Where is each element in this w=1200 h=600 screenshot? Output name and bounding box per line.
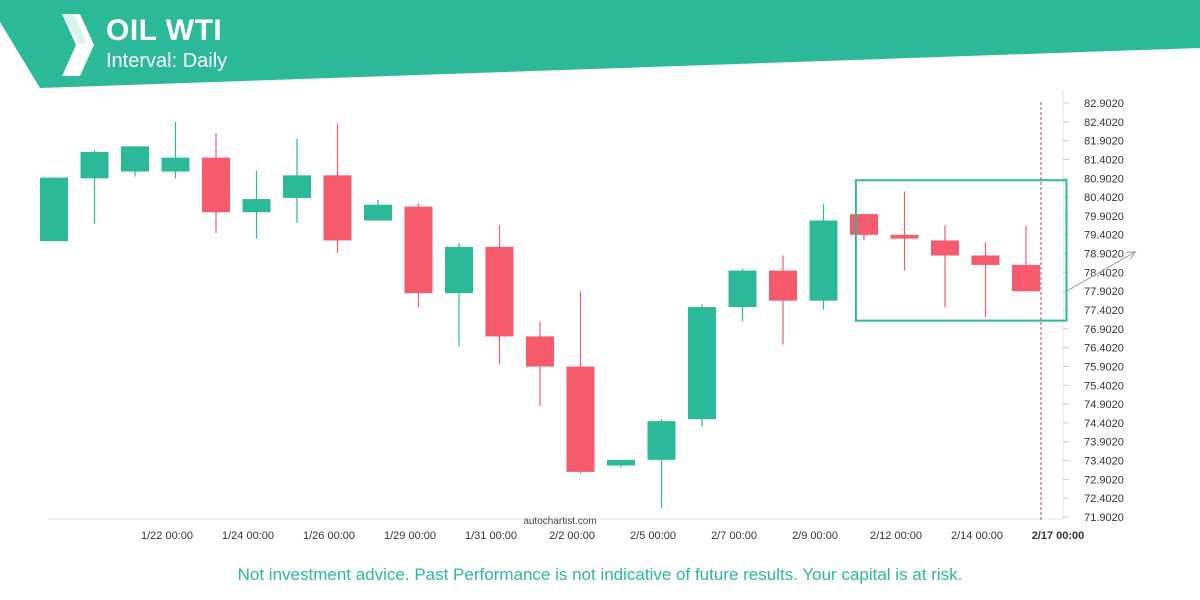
y-tick-label: 73.9020 [1084, 437, 1124, 449]
candle-body [931, 240, 959, 256]
candle-body [40, 177, 68, 242]
y-tick-label: 75.9020 [1084, 361, 1124, 373]
x-tick-label: 2/2 00:00 [549, 530, 595, 542]
candle-body [526, 336, 554, 367]
pattern-box [854, 179, 1068, 322]
y-tick-label: 76.9020 [1084, 324, 1124, 336]
y-tick-label: 82.4020 [1084, 117, 1124, 129]
candle-body [850, 214, 878, 235]
candle-body [890, 234, 919, 239]
candle [688, 304, 716, 427]
autochartist-logo-icon [62, 14, 94, 76]
candlestick-chart: 82.9020 82.4020 81.9020 81.4020 80.9020 80.40… [40, 90, 1137, 542]
forecast-arrow-icon [1066, 251, 1137, 292]
candle [404, 203, 433, 308]
y-tick-label: 77.4020 [1084, 305, 1124, 317]
candle [931, 225, 959, 308]
candle-body [485, 246, 514, 337]
candle-body [971, 255, 1000, 265]
x-tick-label: 2/12 00:00 [870, 530, 922, 542]
y-tick-label: 71.9020 [1084, 512, 1124, 524]
candle [364, 199, 392, 221]
y-tick-label: 76.4020 [1084, 343, 1124, 355]
x-tick-label: 1/26 00:00 [303, 530, 355, 542]
y-tick-label: 77.9020 [1084, 286, 1124, 298]
candle-body [202, 157, 230, 213]
banner-shape [0, 0, 1200, 88]
x-tick-label: 1/24 00:00 [222, 530, 274, 542]
watermark: autochartist.com [523, 516, 596, 527]
x-axis: 1/22 00:00 1/24 00:00 1/26 00:00 1/29 00:00… [48, 518, 1085, 542]
y-tick-label: 74.4020 [1084, 418, 1124, 430]
overlay [854, 102, 1137, 520]
x-tick-label: 2/7 00:00 [711, 530, 757, 542]
y-tick-label: 82.9020 [1084, 98, 1124, 110]
candle-body [283, 175, 311, 198]
candle-body [647, 421, 676, 460]
candle [485, 225, 514, 365]
candle-body [1012, 264, 1040, 292]
x-tick-label: 1/29 00:00 [384, 530, 436, 542]
candle-body [728, 270, 757, 308]
candle [161, 121, 190, 179]
y-tick-label: 72.4020 [1084, 493, 1124, 505]
candle [769, 255, 797, 345]
interval-label: Interval: Daily [106, 50, 228, 72]
candle-body [121, 146, 149, 172]
candle [647, 419, 676, 508]
y-tick-label: 80.4020 [1084, 192, 1124, 204]
candle [971, 242, 1000, 318]
x-tick-label: 2/5 00:00 [630, 530, 676, 542]
candle-body [809, 220, 838, 301]
candle-body [161, 157, 190, 172]
candle [40, 177, 68, 242]
candle [80, 150, 109, 224]
y-tick-label: 80.9020 [1084, 173, 1124, 185]
candle [202, 133, 230, 233]
y-tick-label: 78.9020 [1084, 249, 1124, 261]
y-axis: 82.9020 82.4020 81.9020 81.4020 80.9020 80.40… [1062, 90, 1124, 524]
candle [607, 459, 635, 468]
y-tick-label: 75.4020 [1084, 380, 1124, 392]
candles [40, 121, 1040, 508]
x-tick-label: 2/9 00:00 [792, 530, 838, 542]
candle [323, 123, 352, 253]
candle-body [607, 459, 635, 466]
instrument-title: OIL WTI [106, 14, 223, 47]
candle [890, 191, 919, 271]
candle-body [323, 175, 352, 241]
candle [445, 243, 473, 347]
candle [121, 146, 149, 177]
candle [526, 321, 554, 407]
candle-body [242, 199, 271, 213]
y-tick-label: 74.9020 [1084, 399, 1124, 411]
candle [809, 203, 838, 310]
y-tick-label: 79.4020 [1084, 230, 1124, 242]
candle [850, 214, 878, 241]
candle-body [404, 206, 433, 294]
candle [283, 138, 311, 223]
y-tick-label: 72.9020 [1084, 474, 1124, 486]
candle-body [80, 152, 109, 179]
candle-body [566, 366, 595, 472]
x-tick-label: 2/17 00:00 [1032, 530, 1085, 542]
x-tick-label: 2/14 00:00 [951, 530, 1003, 542]
candle-body [364, 204, 392, 221]
y-tick-label: 73.4020 [1084, 456, 1124, 468]
y-tick-label: 81.4020 [1084, 154, 1124, 166]
x-tick-label: 1/31 00:00 [465, 530, 517, 542]
candle-body [769, 270, 797, 301]
y-tick-label: 78.4020 [1084, 267, 1124, 279]
y-tick-label: 81.9020 [1084, 136, 1124, 148]
candle [242, 170, 271, 239]
x-tick-label: 1/22 00:00 [141, 530, 193, 542]
candle [566, 291, 595, 474]
candle [728, 268, 757, 322]
candle-body [688, 307, 716, 420]
candle-body [445, 246, 473, 294]
candle [1012, 225, 1040, 292]
header-banner [0, 0, 1200, 88]
y-tick-label: 79.9020 [1084, 211, 1124, 223]
risk-disclaimer: Not investment advice. Past Performance … [237, 565, 963, 584]
